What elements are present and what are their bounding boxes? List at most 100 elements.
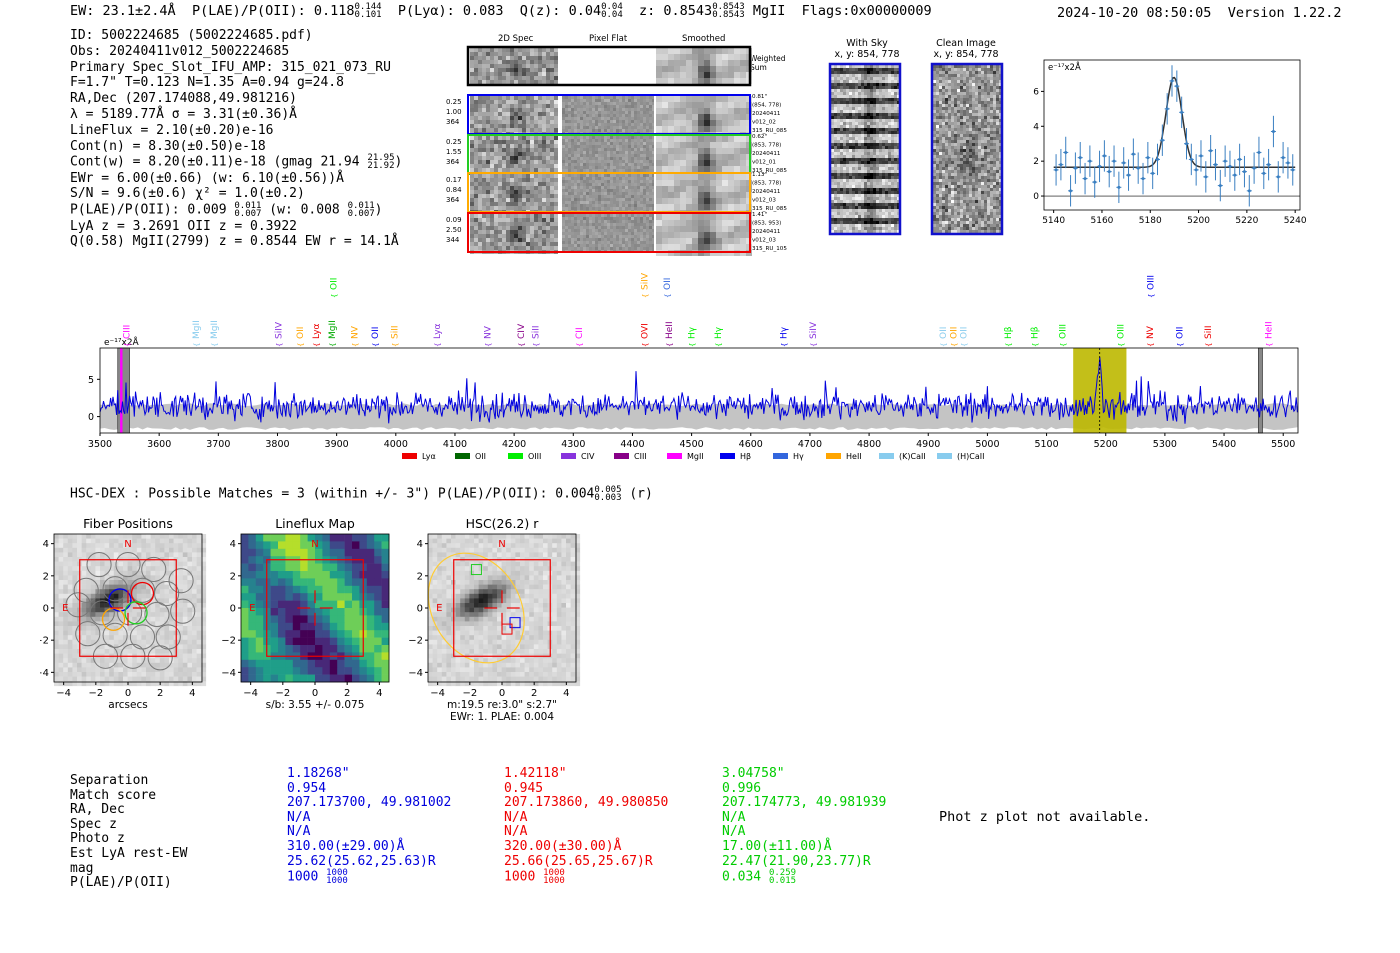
x-tick-label: −4 [56,688,71,699]
y-tick-label: 0 [88,412,94,423]
thumb-image [241,534,390,683]
legend-swatch [561,453,576,459]
data-point [1131,152,1135,156]
y-tick-label: −2 [221,636,236,647]
line-label-text: HeII [665,321,675,339]
emission-line-label: SiII { [531,325,541,347]
fiber-circle [144,601,170,628]
emission-line-label: Lyα { [433,323,443,347]
fiber-circle [168,568,194,594]
match-cell: 320.00(±30.00)Å [504,838,622,854]
line-label-text: MgII [192,320,202,339]
data-point [1242,170,1246,174]
line-label-bracket: { [331,294,339,298]
data-point [1228,164,1232,168]
match-cell: 25.62(25.62,25.63)R [287,853,436,869]
emission-line-label: Hβ { [1004,326,1014,347]
line-label-text: OIII [1059,324,1069,339]
flags-value: Flags:0x00000009 [801,3,932,19]
plae-value: P(LAE)/P(OII): 0.118 [191,3,355,19]
x-tick-label: 5000 [975,439,999,450]
line-label-text: CIII [123,325,133,339]
line-label-bracket: { [372,343,380,347]
data-point [1189,157,1193,161]
data-point [1107,170,1111,174]
fiber-circle [75,621,101,647]
data-point [1160,138,1164,142]
compass-e: E [436,603,442,614]
x-tick-label: 0 [125,688,131,699]
data-point [1102,154,1106,158]
line-label-text: SiIV [640,272,650,290]
fiber-green [124,601,148,625]
y-tick-label: 0 [417,604,423,615]
line-label-bracket: { [664,294,672,298]
match-cell: 3.04758" [722,766,785,781]
weighted-sum-label: Weighted Sum [750,54,786,72]
line-label-text: Hγ [688,326,698,339]
masked-region [1258,347,1263,434]
y-tick-label: 2 [43,571,49,582]
fiber-circle [65,592,91,618]
y-tick-label: 2 [1033,157,1039,167]
thumb-title: HSC(26.2) r [466,516,540,531]
plae-range: 1000 1000 [543,868,565,887]
line-label-text: SiII [531,325,541,339]
sky-frame [930,62,1004,236]
fiber-circle [170,598,196,624]
match-cell: 17.00(±11.00)Å [722,838,832,854]
header-bar: EW: 23.1±2.4Å P(LAE)/P(OII): 0.118 0.144 0… [70,3,932,20]
match-row-label: Est LyA rest-EW [70,845,188,861]
line-label-text: MgII [210,320,220,339]
fiber-circle [117,600,143,626]
fiber-left-label: 0.09 [446,216,462,224]
thumb-xlabel: arcsecs [108,699,147,711]
x-tick-label: 4700 [798,439,822,450]
emission-line-label: OII { [296,327,306,347]
x-tick-label: 5200 [1187,216,1210,226]
smooth-block [656,214,752,256]
thumb-xlabel: s/b: 3.55 +/- 0.075 [266,699,365,711]
match-cell: N/A [287,824,311,840]
fiber-right-label: 315_RU_085 [752,168,787,174]
match-cell: 1.42118" [504,766,567,781]
legend-label: MgII [687,452,704,461]
sky-frame [828,62,902,236]
fiber-row-frame [467,212,751,253]
x-tick-label: 4800 [857,439,881,450]
plya-value: P(Lyα): 0.083 [397,3,504,19]
line-label-text: NV [350,325,360,339]
data-point [1194,168,1198,172]
emission-line-label: NV { [350,325,360,347]
spectrum-line [99,357,1298,424]
legend-swatch [937,453,952,459]
data-point [1180,110,1184,114]
clean-image [933,65,1002,233]
ew-value: EW: 23.1±2.4Å [70,3,176,19]
x-tick-label: 4200 [502,439,526,450]
fiber-right-label: v012_02 [752,120,776,126]
data-point [1069,189,1073,193]
line-label-bracket: { [961,343,969,347]
line-label-text: Lyα [433,323,443,339]
x-tick-label: 4 [376,688,382,699]
y-tick-label: 0 [230,604,236,615]
line-label-text: SiII [391,325,401,339]
emission-line-label: OII { [960,327,970,347]
data-point [1175,84,1179,88]
data-point [1262,171,1266,175]
emission-line-label: OVI { [640,323,650,347]
match-cell: 0.034 0.259 0.015 [722,868,797,887]
data-point [1156,157,1160,161]
qz-value: Q(z): 0.04 [519,3,602,19]
legend-label: (H)CaII [957,452,984,461]
x-tick-label: 2 [157,688,163,699]
x-tick-label: 3900 [325,439,349,450]
data-point [1078,156,1082,160]
y-tick-label: 4 [43,539,49,550]
legend-swatch [455,453,470,459]
x-tick-label: 3800 [265,439,289,450]
data-point [1223,159,1227,163]
legend-label: Lyα [422,452,436,461]
emission-line-label: CIV { [517,323,527,347]
